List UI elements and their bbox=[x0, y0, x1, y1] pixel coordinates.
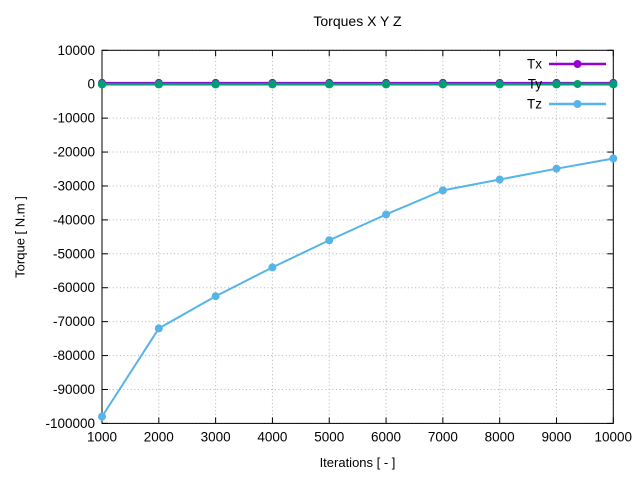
y-tick-label: -100000 bbox=[45, 416, 95, 431]
x-tick-label: 6000 bbox=[371, 429, 401, 444]
legend-label-ty: Ty bbox=[528, 77, 543, 92]
data-point-ty bbox=[325, 80, 334, 89]
data-point-tz bbox=[438, 186, 447, 195]
x-tick-label: 9000 bbox=[541, 429, 571, 444]
data-point-tz bbox=[609, 154, 618, 163]
data-point-ty bbox=[438, 80, 448, 89]
data-point-ty bbox=[268, 80, 277, 89]
data-point-tz bbox=[495, 175, 504, 184]
y-tick-label: -90000 bbox=[53, 382, 95, 397]
data-point-tz bbox=[154, 324, 163, 333]
legend-sample-point-tz bbox=[573, 100, 582, 108]
y-tick-label: 10000 bbox=[57, 43, 95, 58]
y-tick-label: -50000 bbox=[53, 246, 95, 261]
data-point-ty bbox=[211, 80, 220, 89]
legend-sample-point-tx bbox=[573, 60, 582, 68]
legend-label-tz: Tz bbox=[527, 97, 542, 112]
y-tick-label: -10000 bbox=[53, 111, 95, 126]
y-tick-label: 0 bbox=[87, 77, 95, 92]
x-axis-label: Iterations [ - ] bbox=[319, 455, 396, 470]
data-point-ty bbox=[97, 80, 107, 89]
legend-sample-point-ty bbox=[573, 80, 582, 88]
data-point-tz bbox=[268, 263, 277, 272]
data-point-ty bbox=[609, 80, 618, 89]
y-tick-label: -40000 bbox=[53, 212, 95, 227]
chart-title: Torques X Y Z bbox=[313, 13, 402, 29]
y-tick-label: -70000 bbox=[53, 314, 95, 329]
y-tick-label: -20000 bbox=[53, 145, 95, 160]
data-point-ty bbox=[381, 80, 391, 89]
y-tick-label: -30000 bbox=[53, 178, 95, 193]
y-axis-label: Torque [ N.m ] bbox=[12, 196, 28, 278]
x-tick-label: 7000 bbox=[428, 429, 458, 444]
series-line-tz bbox=[101, 157, 614, 418]
x-tick-label: 10000 bbox=[595, 429, 633, 444]
data-point-ty bbox=[154, 80, 164, 89]
data-point-tz bbox=[552, 164, 561, 173]
data-point-tz bbox=[98, 412, 106, 421]
plot-border bbox=[101, 49, 614, 424]
data-point-ty bbox=[495, 80, 504, 89]
x-tick-label: 2000 bbox=[144, 429, 174, 444]
x-tick-label: 3000 bbox=[201, 429, 231, 444]
data-point-tz bbox=[325, 236, 334, 245]
x-tick-label: 4000 bbox=[257, 429, 287, 444]
x-tick-label: 8000 bbox=[485, 429, 515, 444]
x-tick-label: 5000 bbox=[314, 429, 344, 444]
data-point-tz bbox=[382, 210, 391, 219]
y-tick-label: -60000 bbox=[53, 280, 95, 295]
legend-label-tx: Tx bbox=[527, 57, 542, 72]
x-tick-label: 1000 bbox=[87, 429, 117, 444]
y-tick-label: -80000 bbox=[53, 348, 95, 363]
data-point-tz bbox=[211, 292, 220, 301]
